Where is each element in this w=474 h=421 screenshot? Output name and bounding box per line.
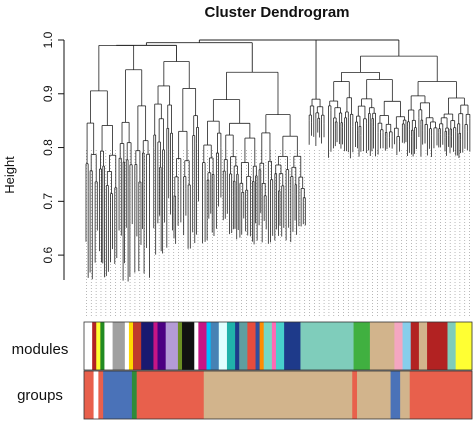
color-segment <box>93 371 99 419</box>
color-segment <box>96 322 101 370</box>
color-segment <box>259 322 265 370</box>
color-segment <box>103 371 133 419</box>
color-segment <box>194 322 199 370</box>
modules-band-label: modules <box>12 341 69 358</box>
color-segment <box>112 322 126 370</box>
color-segment <box>210 322 220 370</box>
color-segment <box>218 322 228 370</box>
color-segment <box>357 371 391 419</box>
color-segment <box>226 322 236 370</box>
color-segment <box>136 371 205 419</box>
color-segment <box>369 322 395 370</box>
y-tick-label: 0.6 <box>41 246 55 263</box>
color-segment <box>133 322 142 370</box>
color-segment <box>275 322 285 370</box>
color-segment <box>284 322 301 370</box>
color-segment <box>400 371 411 419</box>
color-segment <box>247 322 256 370</box>
chart-title: Cluster Dendrogram <box>204 4 349 21</box>
color-segment <box>447 322 457 370</box>
y-tick-label: 1.0 <box>41 31 55 48</box>
color-segment <box>235 322 240 370</box>
color-segment <box>157 322 167 370</box>
color-band-frame <box>83 321 473 371</box>
color-segment <box>203 371 353 419</box>
color-segment <box>128 322 134 370</box>
color-segment <box>352 371 358 419</box>
y-tick-label: 0.9 <box>41 85 55 102</box>
color-segment <box>182 322 195 370</box>
color-segment <box>153 322 158 370</box>
color-segment <box>390 371 401 419</box>
modules-color-band <box>83 321 473 371</box>
color-segment <box>165 322 179 370</box>
color-segment <box>141 322 154 370</box>
color-segment <box>92 322 97 370</box>
color-segment <box>394 322 403 370</box>
color-segment <box>271 322 277 370</box>
dendrogram-tree <box>85 39 471 282</box>
y-axis-ticks: 0.6 0.7 0.8 0.9 1.0 <box>41 31 64 263</box>
color-segment <box>300 322 354 370</box>
color-segment <box>98 371 104 419</box>
color-segment <box>353 322 371 370</box>
color-segment <box>177 322 183 370</box>
color-segment <box>198 322 207 370</box>
color-segment <box>427 322 448 370</box>
color-segment <box>263 322 273 370</box>
color-segment <box>206 322 212 370</box>
y-axis-label: Height <box>2 156 17 194</box>
y-tick-label: 0.8 <box>41 139 55 156</box>
color-segment <box>409 371 473 419</box>
color-segment <box>131 371 138 419</box>
color-segment <box>455 322 473 370</box>
color-segment <box>402 322 412 370</box>
groups-band-label: groups <box>17 387 63 404</box>
color-segment <box>84 322 93 370</box>
color-band-frame <box>83 370 473 420</box>
color-segment <box>124 322 130 370</box>
color-segment <box>418 322 428 370</box>
color-segment <box>255 322 261 370</box>
groups-color-band <box>83 370 473 420</box>
y-tick-label: 0.7 <box>41 193 55 210</box>
color-segment <box>410 322 420 370</box>
color-segment <box>104 322 113 370</box>
color-segment <box>239 322 248 370</box>
color-segment <box>100 322 105 370</box>
color-segment <box>84 371 94 419</box>
